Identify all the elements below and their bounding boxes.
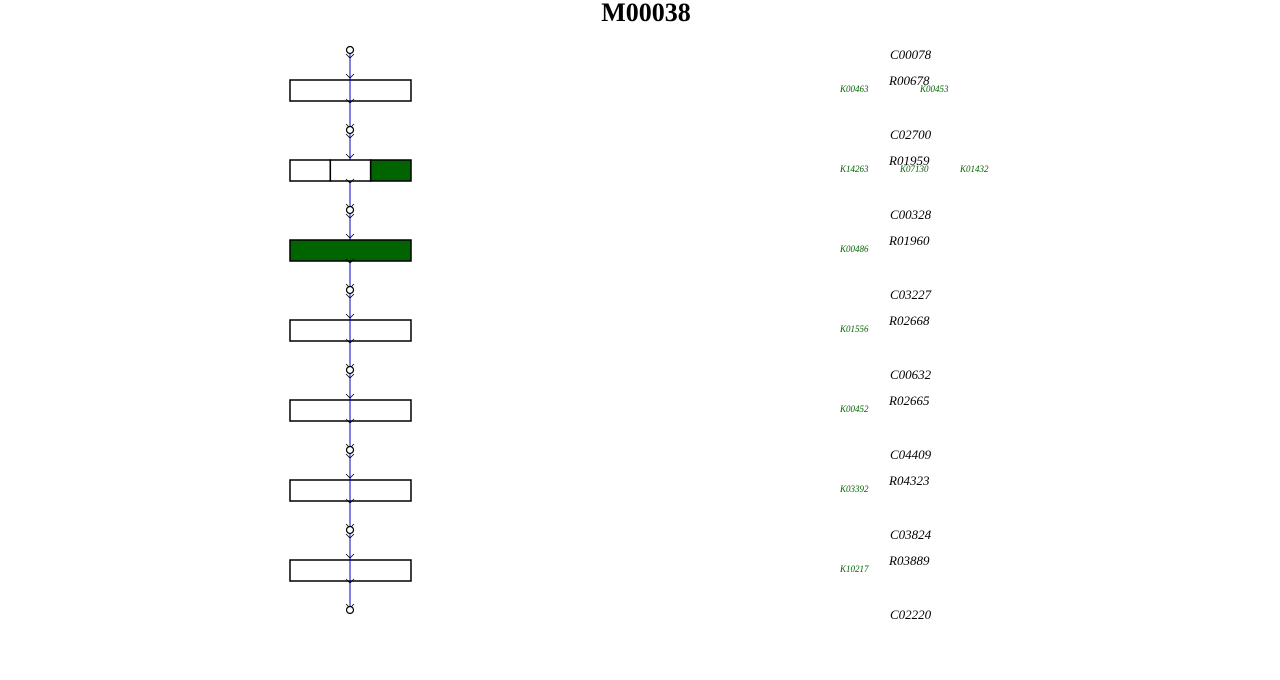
arrow-head — [345, 178, 355, 184]
arrow-head — [345, 213, 355, 219]
arrow-head — [345, 473, 355, 479]
module-title: M00038 — [601, 0, 691, 27]
arrow-head — [345, 418, 355, 424]
compound-node — [345, 45, 355, 55]
arrow-head — [345, 338, 355, 344]
arrow-head — [345, 98, 355, 104]
ko-label: K07130 — [899, 164, 929, 174]
enzyme-box — [329, 159, 372, 182]
arrow-head — [345, 53, 355, 59]
arrow-head — [345, 153, 355, 159]
arrow-head — [345, 533, 355, 539]
ko-label: K10217 — [839, 564, 869, 574]
enzyme-box — [289, 239, 412, 262]
ko-label: K03392 — [839, 484, 869, 494]
compound-label: C03227 — [890, 287, 932, 302]
reaction-label: R04323 — [888, 473, 930, 488]
arrow-head — [345, 133, 355, 139]
ko-label: K00463 — [839, 84, 869, 94]
arrow-head — [345, 578, 355, 584]
compound-node — [345, 605, 355, 615]
ko-label: K01556 — [839, 324, 869, 334]
arrow-head — [345, 498, 355, 504]
arrow-head — [345, 373, 355, 379]
enzyme-box — [289, 159, 332, 182]
compound-label: C02220 — [890, 607, 932, 622]
compound-node — [345, 365, 355, 375]
ko-label: K00452 — [839, 404, 869, 414]
compound-label: C03824 — [890, 527, 932, 542]
compound-label: C02700 — [890, 127, 932, 142]
reaction-label: R03889 — [888, 553, 930, 568]
reaction-label: R02668 — [888, 313, 930, 328]
ko-label: K00486 — [839, 244, 869, 254]
arrow-head — [345, 258, 355, 264]
compound-node — [345, 525, 355, 535]
arrow-head — [345, 233, 355, 239]
reaction-label: R02665 — [888, 393, 930, 408]
arrow-head — [345, 313, 355, 319]
arrow-head — [345, 553, 355, 559]
compound-node — [345, 285, 355, 295]
reaction-label: R01959 — [888, 153, 930, 168]
reaction-label: R00678 — [888, 73, 930, 88]
compound-label: C00328 — [890, 207, 932, 222]
compound-node — [345, 445, 355, 455]
arrow-head — [345, 453, 355, 459]
compound-node — [345, 125, 355, 135]
compound-label: C04409 — [890, 447, 932, 462]
enzyme-box — [369, 159, 412, 182]
ko-label: K00453 — [919, 84, 949, 94]
arrow-head — [345, 73, 355, 79]
ko-label: K01432 — [959, 164, 989, 174]
reaction-label: R01960 — [888, 233, 930, 248]
arrow-head — [345, 293, 355, 299]
compound-label: C00632 — [890, 367, 932, 382]
compound-label: C00078 — [890, 47, 932, 62]
arrow-head — [345, 393, 355, 399]
ko-label: K14263 — [839, 164, 869, 174]
compound-node — [345, 205, 355, 215]
